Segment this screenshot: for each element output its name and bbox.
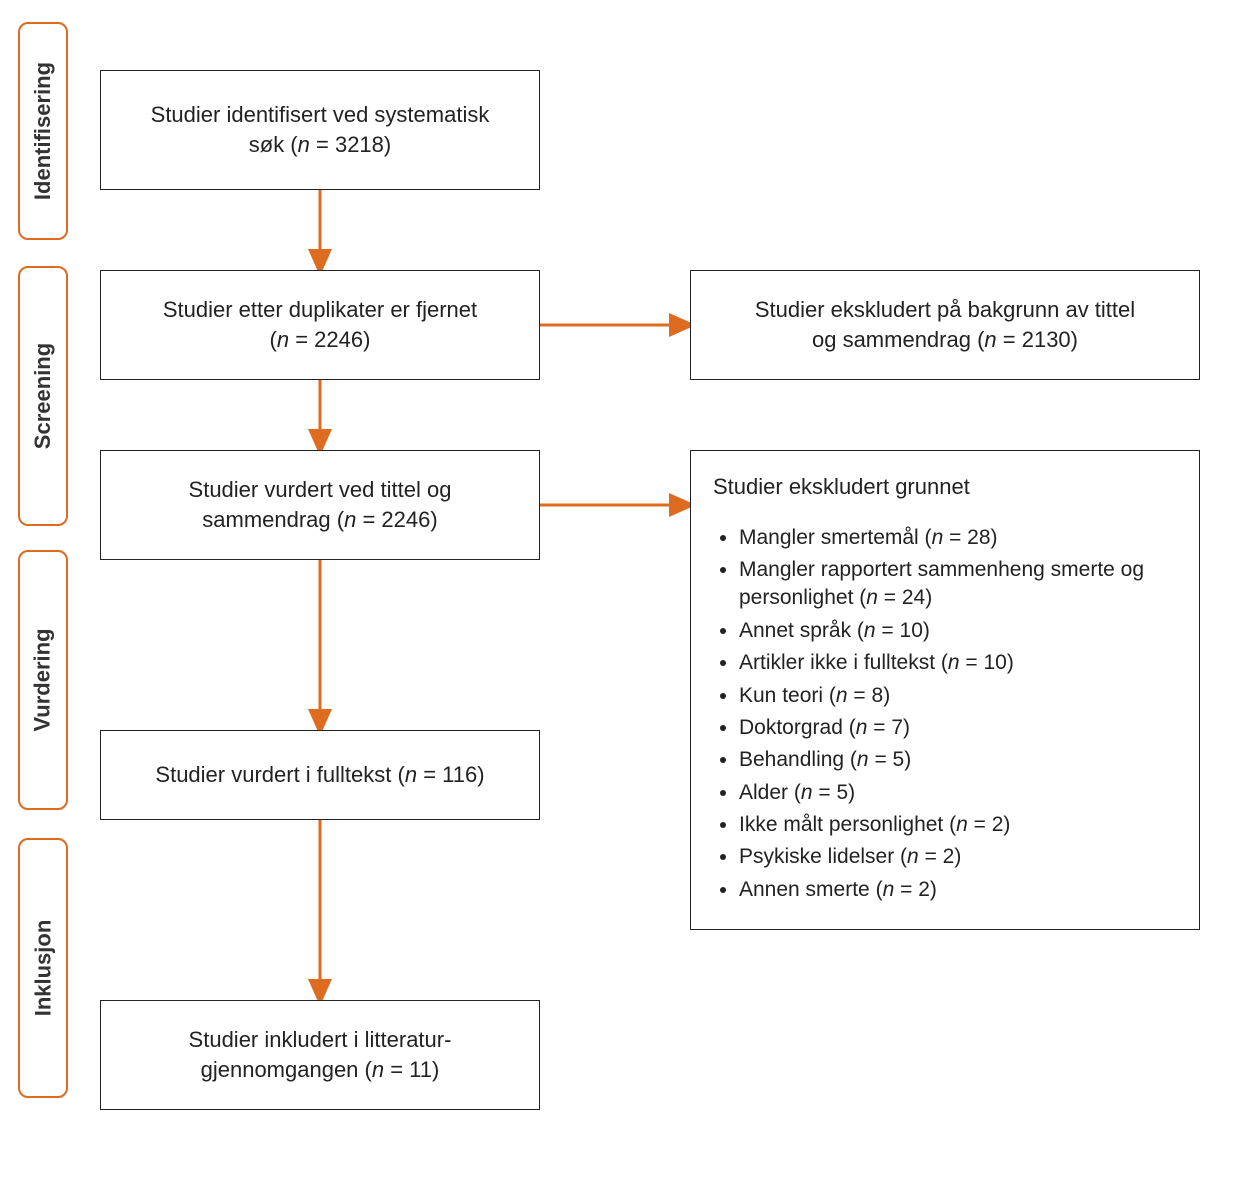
exclusion-item-10: Annen smerte (n = 2) [739, 876, 1177, 904]
e1: Studier ekskludert på bakgrunn av tittel… [690, 270, 1200, 380]
e1-text: Studier ekskludert på bakgrunn av tittel… [755, 295, 1135, 354]
exclusion-item-9: Psykiske lidelser (n = 2) [739, 843, 1177, 871]
stage-inklusjon-label: Inklusjon [30, 920, 56, 1017]
exclusion-item-2: Annet språk (n = 10) [739, 617, 1177, 645]
n4: Studier vurdert i fulltekst (n = 116) [100, 730, 540, 820]
stage-screening: Screening [18, 266, 68, 526]
exclusion-item-5: Doktorgrad (n = 7) [739, 714, 1177, 742]
stage-inklusjon: Inklusjon [18, 838, 68, 1098]
stage-screening-label: Screening [30, 343, 56, 449]
exclusion-list: Mangler smertemål (n = 28) Mangler rappor… [713, 520, 1177, 908]
n1-text: Studier identifisert ved systematisksøk … [151, 100, 490, 159]
stage-vurdering: Vurdering [18, 550, 68, 810]
exclusion-item-1: Mangler rapportert sammenheng smerte og … [739, 556, 1177, 613]
e2: Studier ekskludert grunnet Mangler smerte… [690, 450, 1200, 930]
n4-text: Studier vurdert i fulltekst (n = 116) [155, 760, 484, 790]
exclusion-item-7: Alder (n = 5) [739, 779, 1177, 807]
n1: Studier identifisert ved systematisksøk … [100, 70, 540, 190]
prisma-flowchart: Identifisering Screening Vurdering Inklusjo… [0, 0, 1240, 1194]
n5: Studier inkludert i litteratur-gjennomga… [100, 1000, 540, 1110]
exclusion-item-6: Behandling (n = 5) [739, 746, 1177, 774]
stage-identifisering: Identifisering [18, 22, 68, 240]
n3: Studier vurdert ved tittel ogsammendrag … [100, 450, 540, 560]
exclusion-title: Studier ekskludert grunnet [713, 472, 970, 502]
stage-identifisering-label: Identifisering [30, 62, 56, 200]
n2: Studier etter duplikater er fjernet(n = … [100, 270, 540, 380]
stage-vurdering-label: Vurdering [30, 628, 56, 731]
n3-text: Studier vurdert ved tittel ogsammendrag … [189, 475, 452, 534]
n2-text: Studier etter duplikater er fjernet(n = … [163, 295, 477, 354]
n5-text: Studier inkludert i litteratur-gjennomga… [189, 1025, 452, 1084]
exclusion-item-8: Ikke målt personlighet (n = 2) [739, 811, 1177, 839]
exclusion-item-4: Kun teori (n = 8) [739, 682, 1177, 710]
exclusion-item-3: Artikler ikke i fulltekst (n = 10) [739, 649, 1177, 677]
exclusion-item-0: Mangler smertemål (n = 28) [739, 524, 1177, 552]
